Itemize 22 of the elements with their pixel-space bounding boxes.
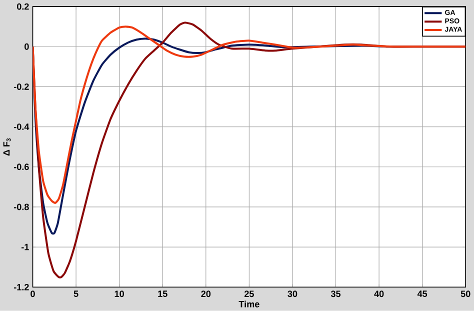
y-tick-label: -0.6: [14, 164, 29, 170]
y-tick-label: -1.2: [14, 284, 29, 290]
y-tick-label: -0.8: [14, 204, 29, 210]
x-tick-label: 50: [460, 290, 470, 298]
y-tick-label: -0.2: [14, 84, 29, 90]
x-axis-title: Time: [238, 300, 260, 308]
x-tick-label: 35: [330, 290, 341, 298]
x-tick-label: 30: [288, 290, 298, 298]
x-tick-label: 20: [201, 290, 211, 298]
x-tick-label: 40: [374, 290, 384, 298]
x-tick-label: 5: [74, 290, 78, 298]
y-tick-label: 0.2: [16, 3, 29, 10]
x-tick-label: 25: [244, 290, 254, 298]
line-series: [32, 26, 466, 204]
y-axis-title: Δ F$_{3}$: [3, 138, 11, 156]
y-tick-label: -0.4: [14, 124, 30, 130]
x-tick-label: 45: [417, 290, 428, 298]
x-tick-label: 10: [114, 290, 124, 298]
x-tick-label: 15: [158, 290, 168, 298]
x-tick-label: 0: [30, 290, 35, 298]
y-tick-label: 0: [24, 44, 29, 50]
y-tick-label: -1: [22, 244, 29, 250]
